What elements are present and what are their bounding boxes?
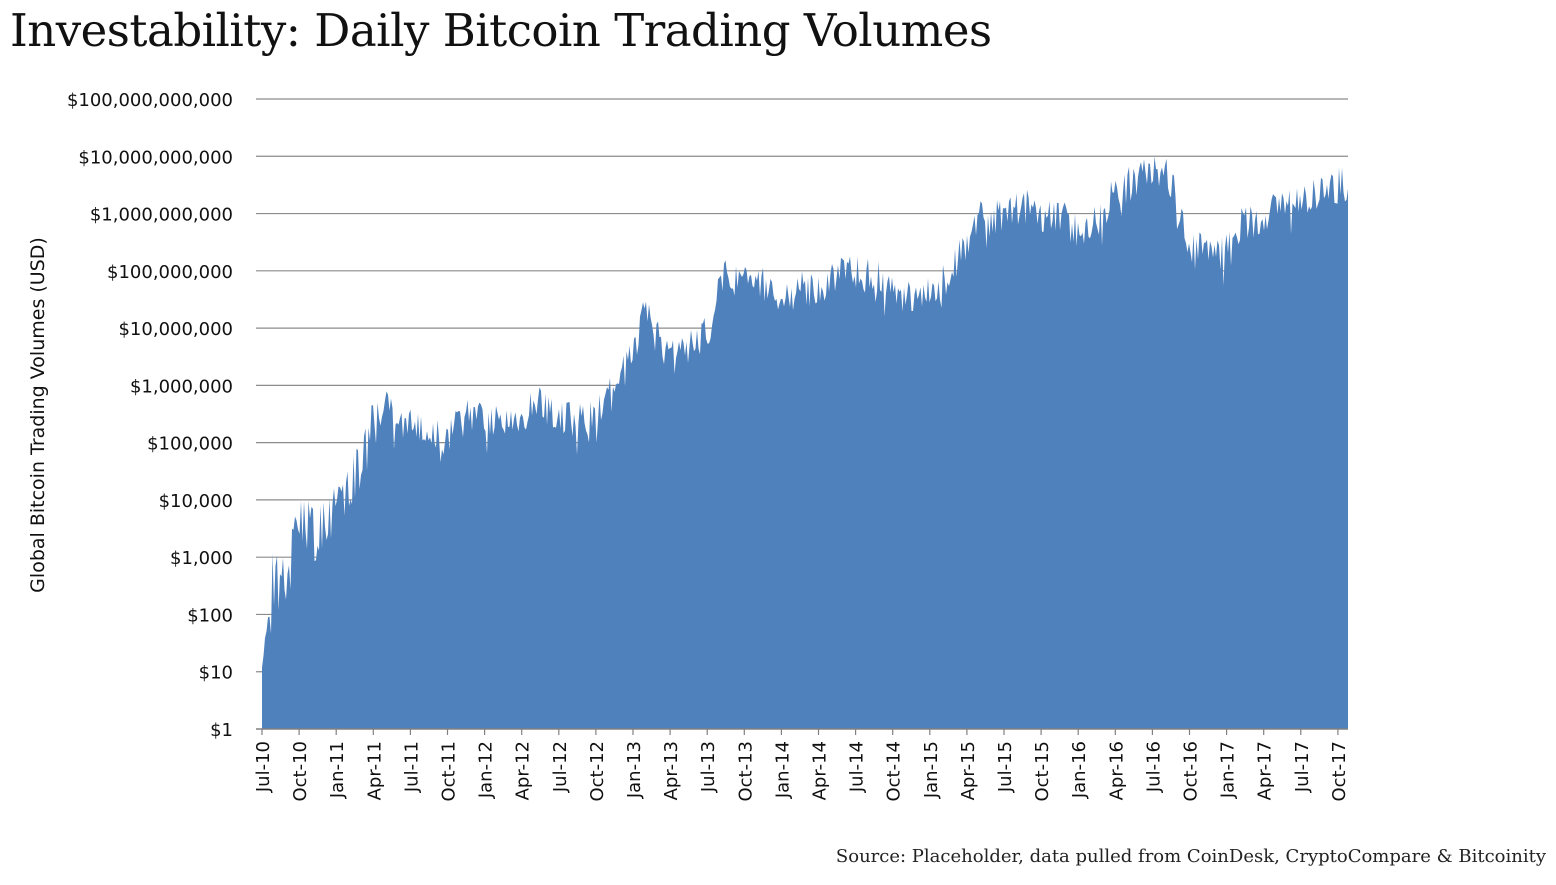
y-axis-title: Global Bitcoin Trading Volumes (USD): [27, 237, 49, 593]
y-tick-label-7: $10,000,000: [118, 319, 233, 340]
y-tick-label-0: $1: [210, 720, 233, 741]
x-tick-label-7: Apr-12: [513, 741, 534, 800]
x-tick-label-27: Apr-17: [1255, 741, 1276, 800]
x-tick-label-20: Jul-15: [995, 741, 1016, 793]
x-tick-label-26: Jan-17: [1218, 741, 1239, 799]
page-title: Investability: Daily Bitcoin Trading Vol…: [10, 4, 992, 57]
x-tick-label-19: Apr-15: [958, 741, 979, 800]
y-tick-label-6: $1,000,000: [130, 376, 233, 397]
x-tick-label-1: Oct-10: [290, 741, 311, 802]
x-tick-label-6: Jan-12: [476, 741, 497, 799]
x-tick-label-29: Oct-17: [1329, 741, 1350, 802]
x-tick-label-2: Jan-11: [327, 741, 348, 799]
x-tick-label-23: Apr-16: [1106, 741, 1127, 800]
x-tick-label-0: Jul-10: [253, 741, 274, 793]
y-tick-label-2: $100: [187, 605, 233, 626]
x-tick-label-16: Jul-14: [847, 741, 868, 793]
x-tick-label-11: Apr-13: [661, 741, 682, 800]
x-tick-label-9: Oct-12: [587, 741, 608, 802]
y-tick-label-10: $10,000,000,000: [78, 147, 233, 168]
source-note: Source: Placeholder, data pulled from Co…: [835, 846, 1546, 867]
x-axis-ticks: [261, 729, 1339, 735]
x-tick-label-21: Oct-15: [1032, 741, 1053, 802]
x-tick-label-10: Jan-13: [624, 741, 645, 799]
x-tick-label-12: Jul-13: [698, 741, 719, 793]
x-tick-label-17: Oct-14: [884, 741, 905, 802]
x-axis-tick-labels: Jul-10 Oct-10 Jan-11 Apr-11 Jul-11 Oct-11 Jan-…: [253, 741, 1350, 802]
volume-area-series: [262, 156, 1348, 729]
y-tick-label-9: $1,000,000,000: [90, 205, 233, 226]
y-axis-tick-labels: $1 $10 $100 $1,000 $10,000 $100,000 $1,000,000…: [67, 90, 233, 741]
y-tick-label-1: $10: [199, 663, 233, 684]
x-tick-label-22: Jan-16: [1069, 741, 1090, 799]
x-tick-label-4: Jul-11: [401, 741, 422, 793]
x-tick-label-14: Jan-14: [772, 741, 793, 799]
y-tick-label-4: $10,000: [159, 491, 233, 512]
x-tick-label-24: Jul-16: [1143, 741, 1164, 793]
x-tick-label-13: Oct-13: [735, 741, 756, 802]
y-tick-label-3: $1,000: [170, 548, 233, 569]
x-tick-label-8: Jul-12: [550, 741, 571, 793]
x-tick-label-25: Oct-16: [1181, 741, 1202, 802]
y-tick-label-8: $100,000,000: [107, 262, 233, 283]
y-tick-label-5: $100,000: [147, 434, 233, 455]
x-tick-label-5: Oct-11: [439, 741, 460, 802]
x-tick-label-3: Apr-11: [364, 741, 385, 800]
y-tick-label-11: $100,000,000,000: [67, 90, 233, 111]
x-tick-label-15: Apr-14: [810, 741, 831, 800]
x-tick-label-28: Jul-17: [1292, 741, 1313, 793]
x-tick-label-18: Jan-15: [921, 741, 942, 799]
